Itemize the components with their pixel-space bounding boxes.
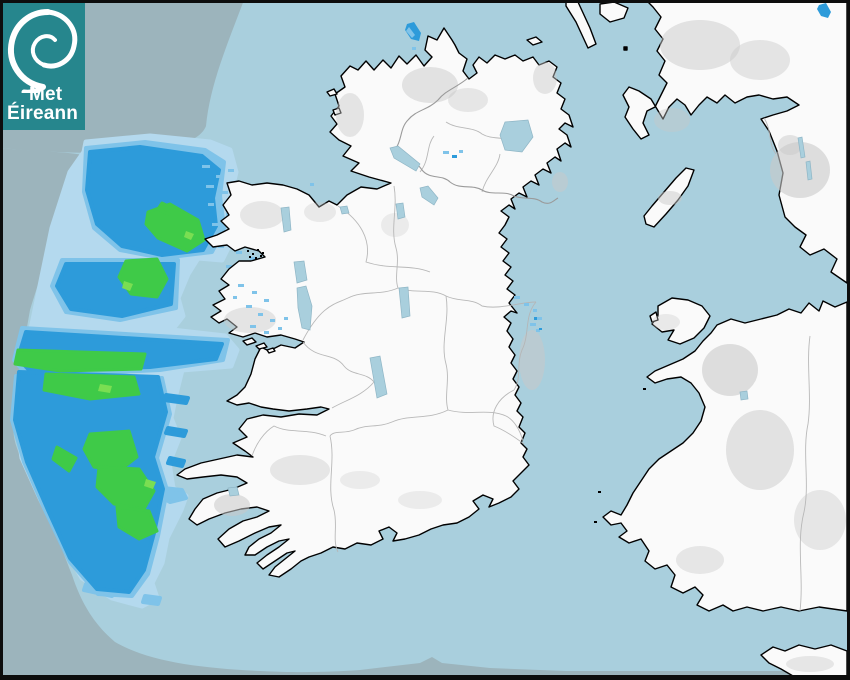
radar-echo-core xyxy=(51,445,78,473)
lake xyxy=(293,260,308,284)
radar-echo-streak xyxy=(162,393,190,405)
radar-echo-core xyxy=(82,429,139,473)
radar-echo-layer-very-heavy xyxy=(98,231,194,489)
radar-echo-core xyxy=(13,348,147,373)
radar-echo-peak xyxy=(184,231,194,240)
aran-island xyxy=(242,337,257,346)
lake xyxy=(499,119,534,153)
radar-echo-peak xyxy=(144,479,156,489)
coastline-ireland xyxy=(176,27,574,578)
ailsa-craig-island xyxy=(623,46,628,51)
lakes xyxy=(227,119,813,497)
cyclone-swirl-icon xyxy=(8,9,78,93)
coastline-scotland-england xyxy=(622,0,848,284)
lake xyxy=(339,205,350,215)
lake xyxy=(805,160,813,181)
coastline-anglesey xyxy=(651,297,711,345)
radar-echo-core xyxy=(156,201,174,216)
terrain-shading xyxy=(214,20,846,672)
radar-echo-core xyxy=(115,505,159,541)
radar-echo-speckles xyxy=(233,3,831,334)
coastline-holy-island xyxy=(649,311,659,323)
lake xyxy=(398,286,411,319)
out-of-range-west-bottom xyxy=(0,148,850,680)
aran-island xyxy=(266,347,276,354)
radar-echo-streak xyxy=(164,426,188,438)
logo-text-met: Met xyxy=(29,84,63,105)
coastline-wales xyxy=(602,300,848,612)
lake xyxy=(227,486,240,497)
coastline-kintyre xyxy=(565,0,597,49)
radar-echo-peak xyxy=(122,281,133,291)
lake xyxy=(395,202,406,220)
donegal-islet xyxy=(332,107,342,116)
met-eireann-logo: Met Éireann xyxy=(3,3,85,130)
lake xyxy=(296,285,313,331)
lake xyxy=(369,355,388,399)
donegal-islet xyxy=(326,88,338,97)
logo-text-eireann: Éireann xyxy=(7,103,79,124)
clew-bay-islets xyxy=(247,249,646,523)
radar-echo-peak xyxy=(98,384,112,393)
radar-echo-core xyxy=(42,372,141,401)
lake xyxy=(739,390,749,401)
lake xyxy=(797,136,806,159)
county-borders xyxy=(251,117,811,612)
aran-island xyxy=(255,342,268,350)
landmasses xyxy=(176,0,848,677)
lake xyxy=(419,185,439,206)
radar-echo-streak xyxy=(166,456,186,468)
radar-echo-blob xyxy=(13,370,168,594)
rathlin-island xyxy=(526,36,543,46)
lake xyxy=(389,145,421,172)
radar-echo-blob xyxy=(141,594,162,606)
lake xyxy=(280,206,292,233)
northern-ireland-border xyxy=(395,77,559,204)
